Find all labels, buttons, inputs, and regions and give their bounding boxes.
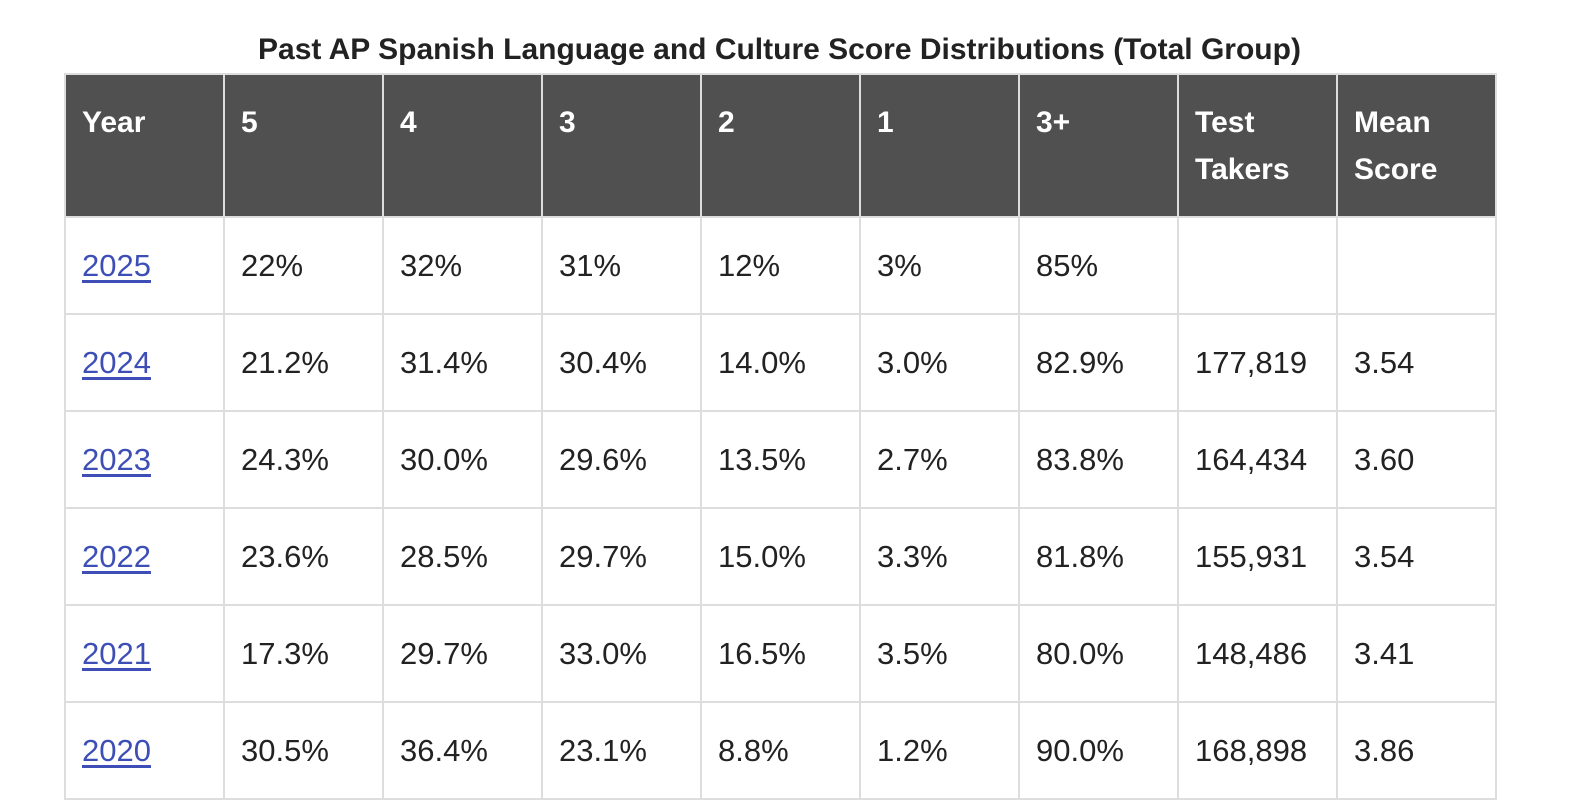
score-5-cell: 23.6% xyxy=(223,507,384,606)
score-2-cell: 16.5% xyxy=(700,604,861,703)
pass-rate-cell: 90.0% xyxy=(1018,701,1179,800)
year-cell: 2023 xyxy=(64,410,225,509)
table-row: 2025 22% 32% 31% 12% 3% 85% xyxy=(64,216,1497,315)
test-takers-cell: 155,931 xyxy=(1177,507,1338,606)
score-2-cell: 13.5% xyxy=(700,410,861,509)
test-takers-cell: 164,434 xyxy=(1177,410,1338,509)
mean-score-cell xyxy=(1336,216,1497,315)
year-link[interactable]: 2024 xyxy=(82,345,151,380)
score-4-cell: 36.4% xyxy=(382,701,543,800)
score-3-cell: 23.1% xyxy=(541,701,702,800)
table-header-row: Year 5 4 3 2 1 3+ Test Takers Mean Score xyxy=(64,73,1497,218)
score-3-cell: 30.4% xyxy=(541,313,702,412)
table-row: 2024 21.2% 31.4% 30.4% 14.0% 3.0% 82.9% … xyxy=(64,313,1497,412)
score-2-cell: 8.8% xyxy=(700,701,861,800)
table-caption: Past AP Spanish Language and Culture Sco… xyxy=(258,33,1301,66)
header-score-4: 4 xyxy=(382,73,543,218)
score-2-cell: 14.0% xyxy=(700,313,861,412)
score-3-cell: 33.0% xyxy=(541,604,702,703)
score-4-cell: 29.7% xyxy=(382,604,543,703)
pass-rate-cell: 80.0% xyxy=(1018,604,1179,703)
mean-score-cell: 3.60 xyxy=(1336,410,1497,509)
score-5-cell: 22% xyxy=(223,216,384,315)
score-distribution-table: Year 5 4 3 2 1 3+ Test Takers Mean Score… xyxy=(64,73,1497,800)
score-3-cell: 31% xyxy=(541,216,702,315)
year-link[interactable]: 2023 xyxy=(82,442,151,477)
year-link[interactable]: 2025 xyxy=(82,248,151,283)
mean-score-cell: 3.41 xyxy=(1336,604,1497,703)
header-test-takers: Test Takers xyxy=(1177,73,1338,218)
header-score-3: 3 xyxy=(541,73,702,218)
year-link[interactable]: 2021 xyxy=(82,636,151,671)
year-link[interactable]: 2020 xyxy=(82,733,151,768)
score-5-cell: 21.2% xyxy=(223,313,384,412)
mean-score-cell: 3.54 xyxy=(1336,507,1497,606)
score-4-cell: 28.5% xyxy=(382,507,543,606)
test-takers-cell: 148,486 xyxy=(1177,604,1338,703)
header-mean-score: Mean Score xyxy=(1336,73,1497,218)
score-3-cell: 29.6% xyxy=(541,410,702,509)
score-2-cell: 15.0% xyxy=(700,507,861,606)
score-1-cell: 3.3% xyxy=(859,507,1020,606)
pass-rate-cell: 85% xyxy=(1018,216,1179,315)
score-1-cell: 2.7% xyxy=(859,410,1020,509)
score-1-cell: 1.2% xyxy=(859,701,1020,800)
header-year: Year xyxy=(64,73,225,218)
year-cell: 2024 xyxy=(64,313,225,412)
pass-rate-cell: 83.8% xyxy=(1018,410,1179,509)
header-score-2: 2 xyxy=(700,73,861,218)
score-4-cell: 32% xyxy=(382,216,543,315)
year-cell: 2020 xyxy=(64,701,225,800)
table-row: 2023 24.3% 30.0% 29.6% 13.5% 2.7% 83.8% … xyxy=(64,410,1497,509)
score-5-cell: 30.5% xyxy=(223,701,384,800)
year-cell: 2021 xyxy=(64,604,225,703)
table-row: 2020 30.5% 36.4% 23.1% 8.8% 1.2% 90.0% 1… xyxy=(64,701,1497,800)
score-1-cell: 3.5% xyxy=(859,604,1020,703)
score-4-cell: 31.4% xyxy=(382,313,543,412)
test-takers-cell: 177,819 xyxy=(1177,313,1338,412)
header-score-1: 1 xyxy=(859,73,1020,218)
score-4-cell: 30.0% xyxy=(382,410,543,509)
pass-rate-cell: 81.8% xyxy=(1018,507,1179,606)
score-2-cell: 12% xyxy=(700,216,861,315)
score-5-cell: 17.3% xyxy=(223,604,384,703)
year-cell: 2025 xyxy=(64,216,225,315)
score-5-cell: 24.3% xyxy=(223,410,384,509)
year-link[interactable]: 2022 xyxy=(82,539,151,574)
pass-rate-cell: 82.9% xyxy=(1018,313,1179,412)
table-row: 2021 17.3% 29.7% 33.0% 16.5% 3.5% 80.0% … xyxy=(64,604,1497,703)
table-row: 2022 23.6% 28.5% 29.7% 15.0% 3.3% 81.8% … xyxy=(64,507,1497,606)
score-3-cell: 29.7% xyxy=(541,507,702,606)
year-cell: 2022 xyxy=(64,507,225,606)
test-takers-cell: 168,898 xyxy=(1177,701,1338,800)
header-score-5: 5 xyxy=(223,73,384,218)
score-1-cell: 3.0% xyxy=(859,313,1020,412)
mean-score-cell: 3.86 xyxy=(1336,701,1497,800)
test-takers-cell xyxy=(1177,216,1338,315)
score-1-cell: 3% xyxy=(859,216,1020,315)
header-pass-rate: 3+ xyxy=(1018,73,1179,218)
mean-score-cell: 3.54 xyxy=(1336,313,1497,412)
